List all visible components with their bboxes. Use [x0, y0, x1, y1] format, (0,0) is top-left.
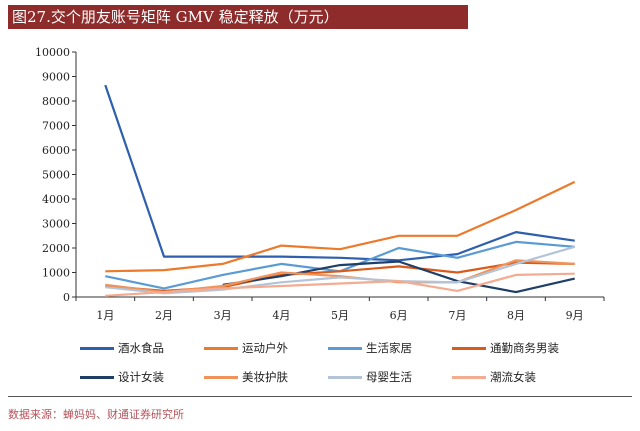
legend-item: 设计女装 — [80, 369, 204, 385]
x-tick-label: 5月 — [331, 309, 349, 322]
divider — [8, 396, 632, 397]
y-tick-label: 7000 — [42, 120, 70, 133]
x-tick-label: 4月 — [272, 309, 290, 322]
y-tick-label: 9000 — [42, 71, 70, 84]
y-tick-label: 4000 — [42, 193, 70, 206]
y-tick-label: 8000 — [42, 95, 70, 108]
legend-swatch — [328, 375, 362, 379]
x-tick-label: 6月 — [390, 309, 408, 322]
x-tick-label: 3月 — [214, 309, 232, 322]
legend-label: 生活家居 — [366, 341, 412, 355]
legend-swatch — [80, 346, 114, 350]
chart-title: 图27.交个朋友账号矩阵 GMV 稳定释放（万元） — [8, 5, 468, 29]
y-tick-label: 10000 — [35, 46, 70, 59]
series-line-1 — [104, 84, 575, 262]
legend-label: 酒水食品 — [118, 341, 164, 355]
legend-label: 运动户外 — [242, 341, 288, 355]
y-tick-label: 0 — [63, 291, 70, 304]
legend-swatch — [452, 346, 486, 350]
legend-item: 运动户外 — [204, 340, 328, 356]
legend-swatch — [452, 375, 486, 379]
legend-item: 美妆护肤 — [204, 369, 328, 385]
y-tick-label: 5000 — [42, 169, 70, 182]
legend-swatch — [204, 346, 238, 350]
y-tick-label: 6000 — [42, 144, 70, 157]
legend-label: 设计女装 — [118, 370, 164, 384]
x-tick-label: 2月 — [155, 309, 173, 322]
source-note: 数据来源：蝉妈妈、财通证券研究所 — [8, 408, 184, 421]
legend-label: 母婴生活 — [366, 370, 412, 384]
legend-swatch — [204, 375, 238, 379]
y-tick-label: 3000 — [42, 218, 70, 231]
legend-item: 酒水食品 — [80, 340, 204, 356]
legend-swatch — [328, 346, 362, 350]
legend-swatch — [80, 375, 114, 379]
legend-item: 生活家居 — [328, 340, 452, 356]
legend-item: 通勤商务男装 — [452, 340, 576, 356]
y-tick-label: 2000 — [42, 242, 70, 255]
legend-item: 潮流女装 — [452, 369, 576, 385]
legend-label: 通勤商务男装 — [490, 341, 559, 355]
legend-label: 潮流女装 — [490, 370, 536, 384]
x-tick-label: 9月 — [566, 309, 584, 322]
x-tick-label: 7月 — [448, 309, 466, 322]
legend: 酒水食品 运动户外 生活家居 通勤商务男装设计女装 美妆护肤 母婴生活 潮流女装 — [80, 340, 600, 385]
legend-label: 美妆护肤 — [242, 370, 288, 384]
legend-item: 母婴生活 — [328, 369, 452, 385]
y-tick-label: 1000 — [42, 267, 70, 280]
x-tick-label: 1月 — [96, 309, 114, 322]
x-tick-label: 8月 — [507, 309, 525, 322]
